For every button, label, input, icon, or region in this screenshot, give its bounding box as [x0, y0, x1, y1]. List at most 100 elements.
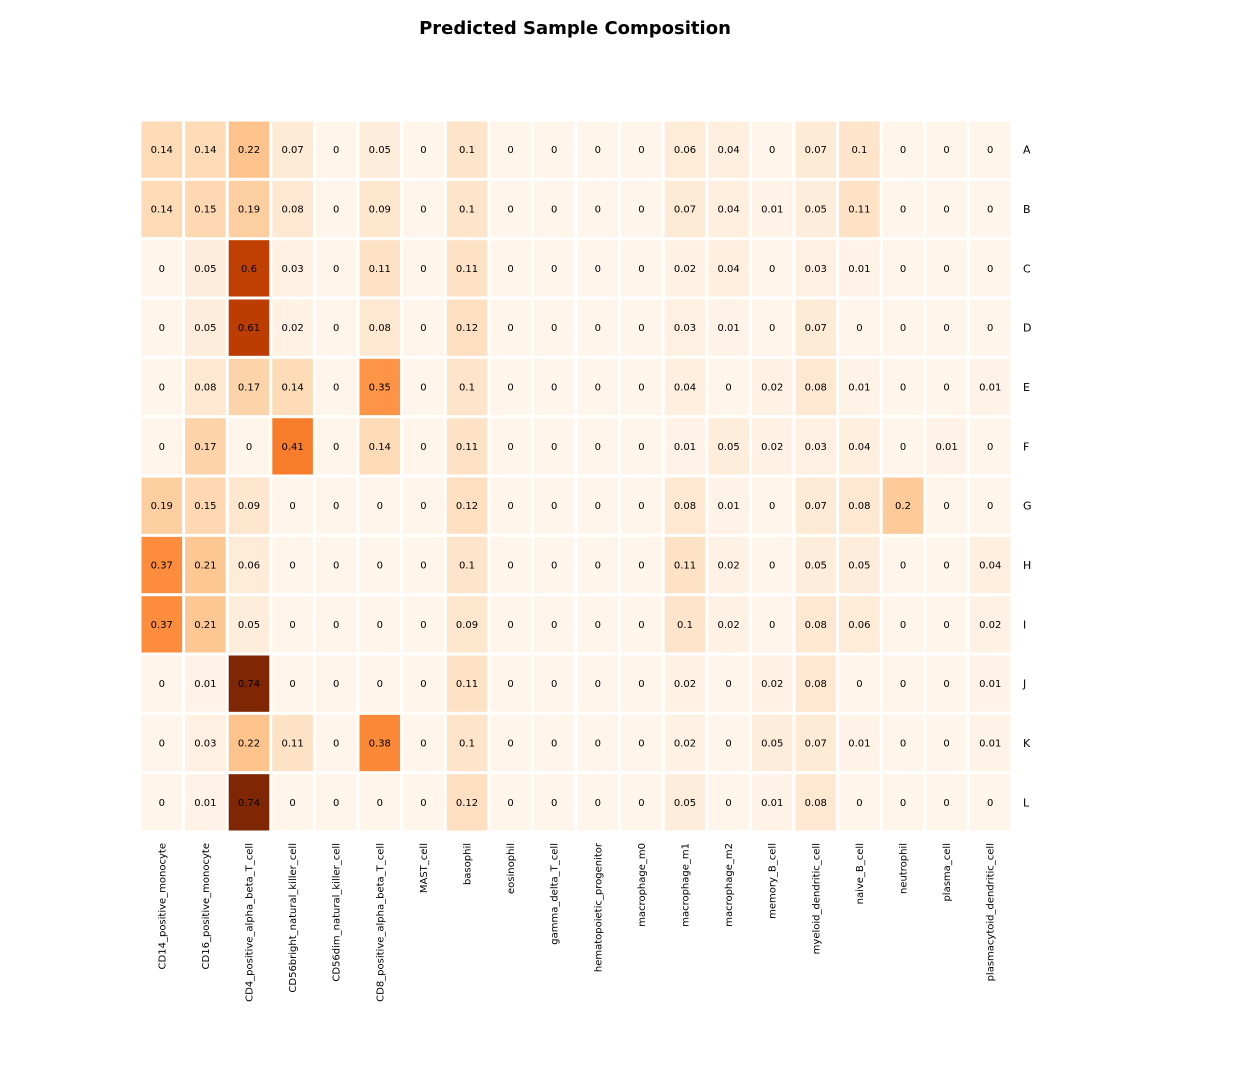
- heatmap-cell: [882, 299, 924, 356]
- heatmap-cell-value: 0.05: [761, 739, 783, 750]
- heatmap-cell-value: 0.74: [238, 679, 260, 690]
- heatmap-cell-value: 0: [551, 145, 557, 156]
- heatmap-cell-value: 0.15: [194, 205, 216, 216]
- heatmap-cell-value: 0: [289, 620, 295, 631]
- heatmap-cell: [490, 299, 531, 356]
- heatmap-cell: [533, 774, 575, 831]
- heatmap-cell-value: 0.22: [238, 145, 260, 156]
- heatmap-cell-value: 0.02: [979, 620, 1001, 631]
- heatmap-cell: [577, 418, 619, 475]
- heatmap-cell: [926, 655, 967, 712]
- heatmap-cell: [315, 358, 357, 416]
- heatmap-cell: [577, 299, 619, 356]
- heatmap-cell-value: 0: [638, 739, 644, 750]
- heatmap-cell-value: 0.37: [151, 561, 173, 572]
- heatmap-cell: [708, 536, 749, 594]
- heatmap-cell-value: 0.15: [194, 501, 216, 512]
- heatmap-cell-value: 0.02: [674, 264, 696, 275]
- heatmap-cell-value: 0: [420, 205, 426, 216]
- heatmap-cell-value: 0: [420, 679, 426, 690]
- heatmap-cell: [839, 240, 880, 297]
- heatmap-cell-value: 0: [725, 383, 731, 394]
- heatmap-cell: [141, 655, 183, 712]
- heatmap-cell-value: 0.04: [674, 383, 696, 394]
- heatmap-cell-value: 0: [987, 145, 993, 156]
- heatmap-cell: [621, 714, 662, 772]
- heatmap-cell-value: 0: [769, 620, 775, 631]
- heatmap-cell-value: 0.08: [848, 501, 870, 512]
- heatmap-cell: [751, 655, 793, 712]
- heatmap-cell: [926, 774, 967, 831]
- heatmap-cell-value: 0: [507, 264, 513, 275]
- heatmap-cell-value: 0: [943, 383, 949, 394]
- heatmap-cell: [882, 477, 924, 534]
- heatmap-cell: [446, 655, 488, 712]
- heatmap-cell-value: 0: [551, 739, 557, 750]
- heatmap-cell: [795, 655, 837, 712]
- heatmap-cell-value: 0.01: [979, 679, 1001, 690]
- heatmap-cell: [882, 121, 924, 178]
- column-label: basophil: [463, 843, 474, 885]
- column-label: naive_B_cell: [855, 843, 866, 904]
- heatmap-cell-value: 0: [289, 561, 295, 572]
- column-label: CD16_positive_monocyte: [201, 843, 212, 969]
- heatmap-cell: [490, 714, 531, 772]
- heatmap-cell-value: 0: [377, 561, 383, 572]
- heatmap-cell-value: 0: [900, 561, 906, 572]
- heatmap-cell-value: 0.11: [456, 264, 478, 275]
- column-label: plasmacytoid_dendritic_cell: [986, 843, 997, 981]
- heatmap-cell-value: 0.03: [281, 264, 303, 275]
- heatmap-cell-value: 0.06: [674, 145, 696, 156]
- heatmap-cell: [228, 299, 270, 356]
- heatmap-cell-value: 0: [507, 679, 513, 690]
- heatmap-cell-value: 0: [987, 798, 993, 809]
- heatmap-cell-value: 0: [377, 620, 383, 631]
- heatmap-cell-value: 0: [333, 679, 339, 690]
- heatmap-cell: [185, 180, 226, 238]
- heatmap-cell: [708, 121, 749, 178]
- heatmap-cell: [446, 180, 488, 238]
- heatmap-cell-value: 0: [595, 620, 601, 631]
- heatmap-cell-value: 0.07: [805, 323, 827, 334]
- heatmap-cell: [272, 477, 313, 534]
- heatmap-cell: [882, 655, 924, 712]
- heatmap-cell: [795, 180, 837, 238]
- heatmap-cell: [577, 655, 619, 712]
- heatmap-cell-value: 0: [943, 561, 949, 572]
- heatmap-cell: [621, 121, 662, 178]
- heatmap-cell: [969, 477, 1011, 534]
- heatmap-cell-value: 0: [595, 442, 601, 453]
- heatmap-cell: [359, 240, 401, 297]
- heatmap-cell: [272, 655, 313, 712]
- heatmap-cell-value: 0.05: [369, 145, 391, 156]
- heatmap-cell: [315, 180, 357, 238]
- heatmap-cell: [141, 536, 183, 594]
- column-label: CD56bright_natural_killer_cell: [288, 843, 299, 993]
- heatmap-cell-value: 0.41: [281, 442, 303, 453]
- heatmap-cell: [664, 596, 706, 653]
- heatmap-cell: [839, 299, 880, 356]
- heatmap-cell: [272, 299, 313, 356]
- heatmap-cell-value: 0.08: [805, 679, 827, 690]
- heatmap-cell-value: 0: [900, 679, 906, 690]
- heatmap-cell: [926, 596, 967, 653]
- heatmap-cell: [315, 596, 357, 653]
- heatmap-cell: [533, 121, 575, 178]
- heatmap-cell: [969, 418, 1011, 475]
- heatmap-cell: [228, 536, 270, 594]
- heatmap-cell: [621, 536, 662, 594]
- heatmap-cell-value: 0.09: [369, 205, 391, 216]
- heatmap-cell: [446, 477, 488, 534]
- heatmap-cell-value: 0: [638, 620, 644, 631]
- heatmap-cell-value: 0.1: [677, 620, 693, 631]
- heatmap-cell-value: 0.12: [456, 323, 478, 334]
- heatmap-cell: [839, 655, 880, 712]
- row-label: L: [1023, 796, 1030, 809]
- chart-title: Predicted Sample Composition: [419, 18, 731, 39]
- heatmap-cell-value: 0: [595, 383, 601, 394]
- heatmap-cell-value: 0.08: [674, 501, 696, 512]
- heatmap-cell-value: 0.06: [848, 620, 870, 631]
- heatmap-cell: [969, 596, 1011, 653]
- heatmap-cell-value: 0.01: [848, 264, 870, 275]
- heatmap-cell: [490, 536, 531, 594]
